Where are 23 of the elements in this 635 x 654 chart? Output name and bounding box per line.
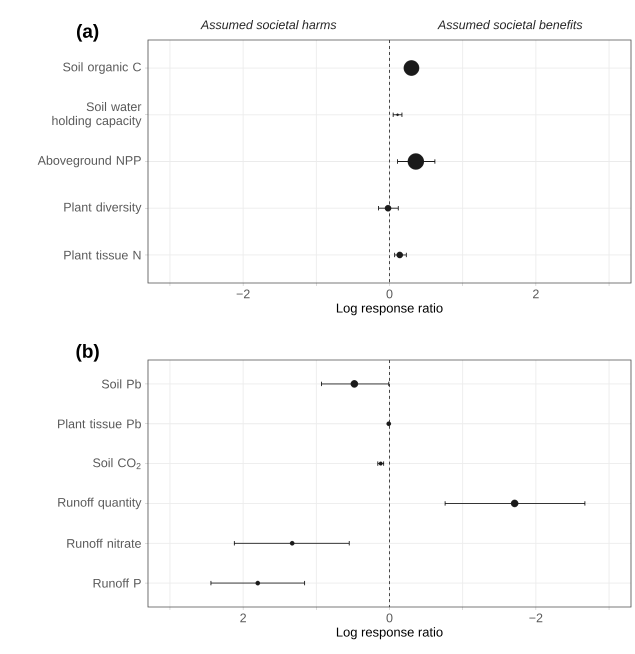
chart-title: (b) [76,344,99,362]
y-tick-label: Soil water holding capacity [52,102,142,128]
y-tick-label: Soil Pb [102,379,141,388]
x-tick-label: 2 [533,290,539,298]
y-tick-label: Soil CO$_{2}$ [93,458,141,470]
y-tick-label: Plant tissue Pb [58,419,141,428]
x-tick-label: −2 [236,290,250,298]
x-tick-label: 0 [386,290,392,298]
y-tick-label: Runoff P [94,578,141,588]
x-tick-label: 2 [240,614,246,622]
x-axis-title: Log response ratio [336,627,443,640]
y-tick-label: Runoff quantity [58,498,142,510]
y-tick-label: Aboveground NPP [38,156,141,168]
x-tick-label: −2 [529,614,542,622]
y-tick-label: Plant tissue N [64,250,140,260]
text: Assumed societal harms [200,20,336,30]
y-tick-label: Plant diversity [64,202,142,214]
chart-title: (a) [76,24,98,42]
x-tick-label: 0 [386,614,392,622]
x-axis-title: Log response ratio [336,303,443,316]
y-tick-label: Soil organic C [63,62,141,74]
y-tick-label: Runoff nitrate [67,538,141,548]
text: Assumed societal benefits [437,20,582,30]
